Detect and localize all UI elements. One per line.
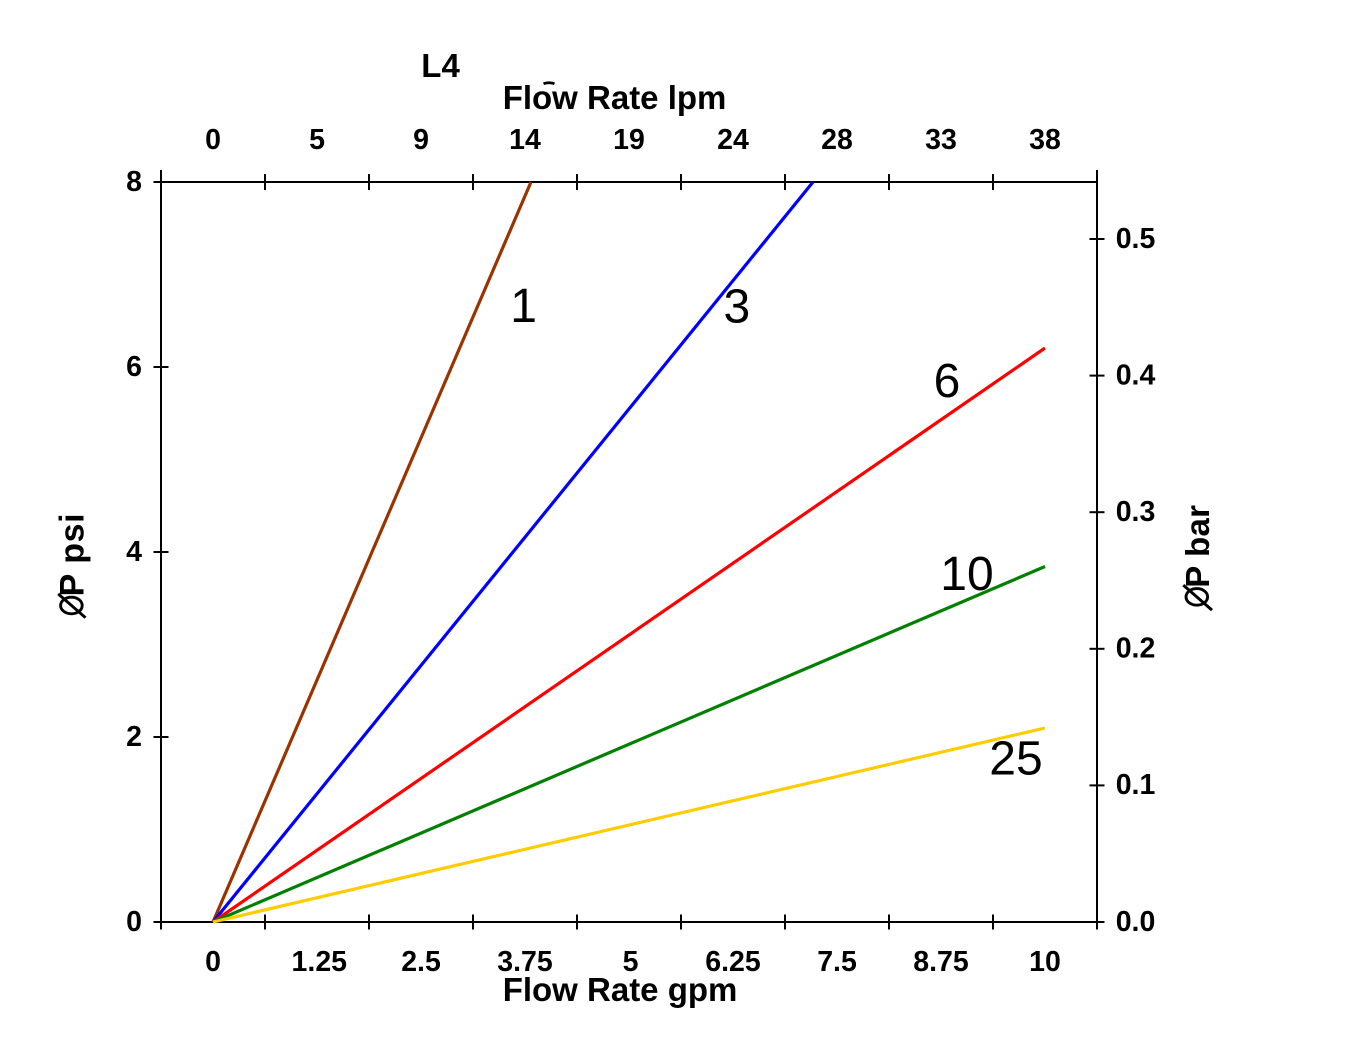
svg-text:33: 33 [925, 124, 957, 156]
svg-text:6: 6 [934, 355, 961, 408]
svg-text:14: 14 [509, 124, 541, 156]
svg-text:Flow Rate gpm: Flow Rate gpm [503, 971, 738, 1008]
svg-text:0: 0 [126, 906, 142, 938]
svg-text:28: 28 [821, 124, 853, 156]
svg-text:7.5: 7.5 [817, 946, 857, 978]
svg-text:0.2: 0.2 [1116, 633, 1156, 665]
svg-text:3: 3 [723, 281, 750, 334]
svg-text:P bar: P bar [1179, 505, 1216, 588]
svg-text:2: 2 [126, 721, 142, 753]
svg-text:19: 19 [613, 124, 645, 156]
svg-text:6: 6 [126, 351, 142, 383]
svg-text:5: 5 [623, 946, 639, 978]
svg-text:L4: L4 [421, 47, 460, 84]
svg-text:0.3: 0.3 [1116, 496, 1156, 528]
svg-text:4: 4 [126, 536, 142, 568]
svg-text:8: 8 [126, 166, 142, 198]
svg-text:P psi: P psi [54, 513, 92, 597]
svg-text:Flow Rate lpm: Flow Rate lpm [503, 79, 727, 116]
svg-text:0.4: 0.4 [1116, 359, 1156, 391]
svg-text:0.5: 0.5 [1116, 223, 1156, 255]
svg-text:0: 0 [205, 946, 221, 978]
svg-text:3.75: 3.75 [497, 946, 553, 978]
svg-text:5: 5 [309, 124, 325, 156]
svg-text:0.1: 0.1 [1116, 769, 1156, 801]
svg-text:25: 25 [989, 733, 1042, 786]
svg-text:8.75: 8.75 [913, 946, 969, 978]
svg-text:1: 1 [510, 280, 537, 333]
svg-text:6.25: 6.25 [705, 946, 761, 978]
svg-text:10: 10 [1029, 946, 1061, 978]
svg-text:2.5: 2.5 [401, 946, 441, 978]
svg-text:38: 38 [1029, 124, 1061, 156]
svg-text:9: 9 [413, 124, 429, 156]
svg-text:10: 10 [940, 548, 993, 601]
svg-text:0.0: 0.0 [1116, 906, 1156, 938]
svg-text:0: 0 [205, 124, 221, 156]
svg-text:1.25: 1.25 [292, 946, 348, 978]
svg-text:24: 24 [717, 124, 749, 156]
